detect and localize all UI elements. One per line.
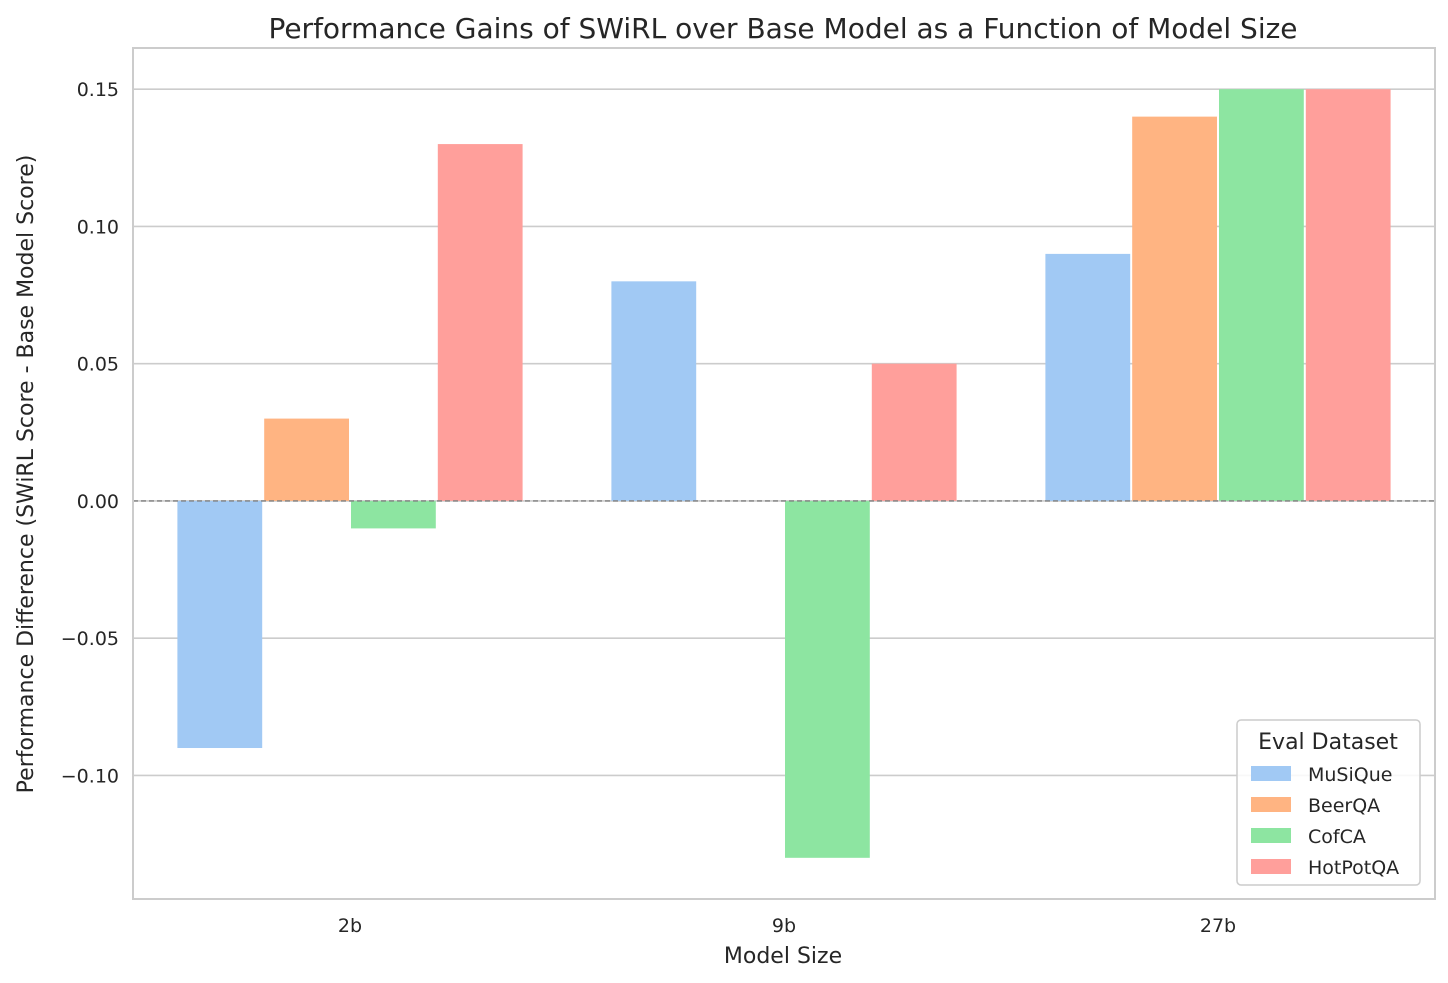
- y-tick-label: 0.00: [77, 491, 119, 513]
- bar-beerqa-2b: [264, 418, 349, 501]
- x-tick-label: 2b: [338, 915, 362, 937]
- bar-hotpotqa-9b: [871, 363, 957, 501]
- plot-frame: [132, 47, 1436, 900]
- bar-hotpotqa-2b: [437, 144, 523, 501]
- legend-swatch-musique: [1251, 766, 1291, 781]
- legend-swatch-hotpotqa: [1251, 859, 1291, 874]
- bar-hotpotqa-27b: [1305, 89, 1391, 501]
- legend-frame: [1236, 719, 1421, 886]
- y-tick-label: 0.10: [77, 216, 119, 238]
- legend-label-cofca: CofCA: [1308, 826, 1366, 848]
- legend-items: MuSiQue BeerQA CofCA HotPotQA: [1251, 764, 1399, 879]
- bar-musique-9b: [611, 281, 697, 501]
- legend-label-beerqa: BeerQA: [1308, 795, 1380, 817]
- x-axis-label: Model Size: [724, 944, 842, 969]
- bar-cofca-2b: [351, 500, 436, 529]
- legend-label-musique: MuSiQue: [1308, 764, 1392, 786]
- y-axis-label: Performance Difference (SWiRL Score - Ba…: [14, 155, 39, 794]
- y-tick-label: −0.05: [61, 628, 119, 650]
- bars-layer: [177, 89, 1391, 858]
- x-tick-label: 9b: [772, 915, 796, 937]
- bar-cofca-27b: [1219, 89, 1304, 501]
- bar-musique-2b: [177, 500, 263, 749]
- legend-label-hotpotqa: HotPotQA: [1308, 857, 1399, 879]
- y-tick-label: 0.15: [77, 79, 119, 101]
- y-tick-label: 0.05: [77, 354, 119, 376]
- bar-beerqa-27b: [1132, 116, 1217, 501]
- bar-cofca-9b: [785, 500, 870, 858]
- bar-musique-27b: [1045, 253, 1131, 501]
- x-tick-label: 27b: [1200, 915, 1236, 937]
- chart-title: Performance Gains of SWiRL over Base Mod…: [268, 12, 1297, 45]
- legend: Eval Dataset MuSiQue BeerQA CofCA HotPotQA: [1236, 719, 1421, 886]
- y-axis-ticks: −0.10 −0.05 0.00 0.05 0.10 0.15: [61, 79, 119, 787]
- legend-swatch-beerqa: [1251, 797, 1291, 812]
- legend-swatch-cofca: [1251, 828, 1291, 843]
- y-tick-label: −0.10: [61, 765, 119, 787]
- legend-title: Eval Dataset: [1258, 730, 1398, 755]
- x-axis-ticks: 2b 9b 27b: [338, 915, 1236, 937]
